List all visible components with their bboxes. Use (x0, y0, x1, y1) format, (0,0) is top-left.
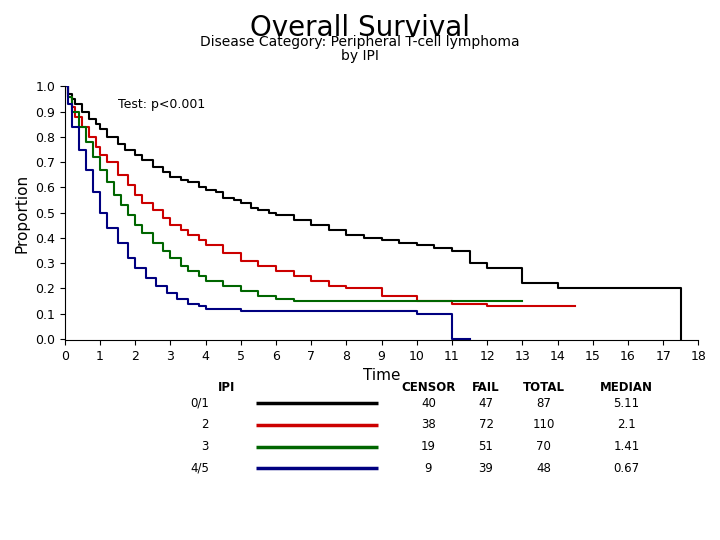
Text: 5.11: 5.11 (613, 397, 639, 410)
Text: Overall Survival: Overall Survival (250, 14, 470, 42)
Text: 38: 38 (421, 418, 436, 431)
Text: 48: 48 (536, 462, 551, 475)
Text: MEDIAN: MEDIAN (600, 381, 653, 394)
Text: 9: 9 (425, 462, 432, 475)
Text: 19: 19 (421, 440, 436, 453)
Text: 110: 110 (532, 418, 555, 431)
Text: 87: 87 (536, 397, 551, 410)
Text: 70: 70 (536, 440, 551, 453)
Text: 39: 39 (479, 462, 493, 475)
Text: CENSOR: CENSOR (401, 381, 456, 394)
Y-axis label: Proportion: Proportion (14, 174, 30, 253)
Text: by IPI: by IPI (341, 49, 379, 63)
Text: 51: 51 (479, 440, 493, 453)
Text: 0/1: 0/1 (190, 397, 209, 410)
Text: 0.67: 0.67 (613, 462, 639, 475)
Text: 1.41: 1.41 (613, 440, 639, 453)
Text: 2: 2 (202, 418, 209, 431)
Text: FAIL: FAIL (472, 381, 500, 394)
X-axis label: Time: Time (363, 368, 400, 383)
Text: 3: 3 (202, 440, 209, 453)
Text: IPI: IPI (218, 381, 235, 394)
Text: 72: 72 (479, 418, 493, 431)
Text: 47: 47 (479, 397, 493, 410)
Text: TOTAL: TOTAL (523, 381, 564, 394)
Text: 40: 40 (421, 397, 436, 410)
Text: 4/5: 4/5 (190, 462, 209, 475)
Text: Test: p<0.001: Test: p<0.001 (117, 98, 205, 111)
Text: Disease Category: Peripheral T-cell lymphoma: Disease Category: Peripheral T-cell lymp… (200, 35, 520, 49)
Text: 2.1: 2.1 (617, 418, 636, 431)
